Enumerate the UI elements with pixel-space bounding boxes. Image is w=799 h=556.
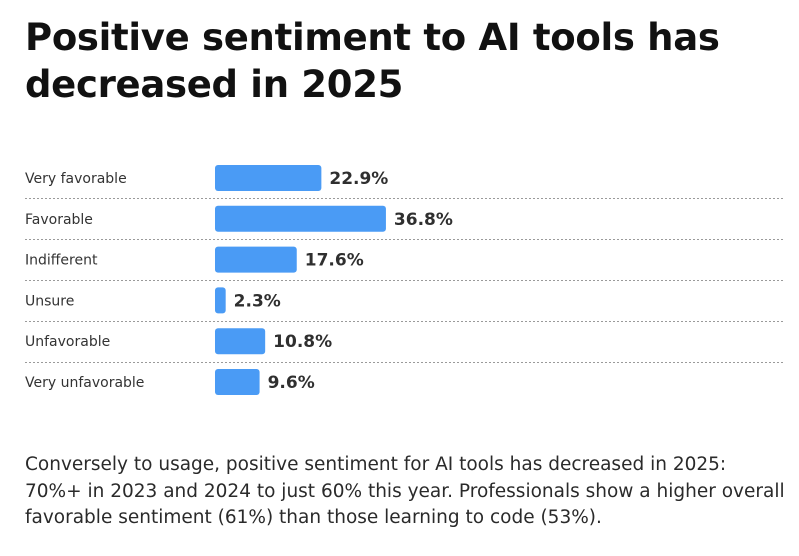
category-label: Favorable — [25, 212, 93, 228]
category-label: Very favorable — [25, 171, 127, 187]
data-label: 17.6% — [305, 251, 364, 271]
category-label: Indifferent — [25, 253, 98, 269]
bar-chart: Very favorable 22.9% Favorable 36.8% Indiffe… — [25, 165, 785, 395]
bar — [215, 205, 386, 232]
category-label: Unsure — [25, 293, 74, 309]
bar — [215, 369, 260, 395]
category-label: Very unfavorable — [25, 375, 144, 391]
bar — [215, 165, 322, 191]
category-label: Unfavorable — [25, 334, 110, 350]
data-label: 9.6% — [268, 373, 315, 393]
bar — [215, 328, 266, 355]
data-label: 2.3% — [234, 291, 281, 311]
data-label: 22.9% — [329, 169, 388, 189]
data-label: 36.8% — [394, 210, 453, 230]
chart-title: Positive sentiment to AI tools has decre… — [25, 16, 720, 106]
bar — [215, 246, 297, 273]
data-label: 10.8% — [273, 332, 332, 352]
chart-caption: Conversely to usage, positive sentiment … — [25, 454, 785, 528]
bar — [215, 287, 226, 314]
